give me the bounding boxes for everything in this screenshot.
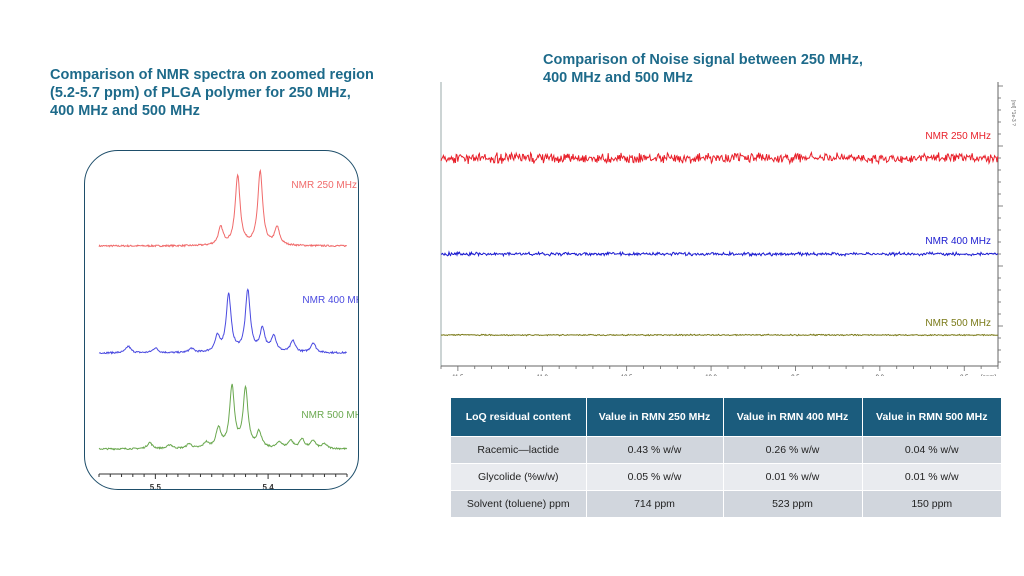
series-label: NMR 500 MHz	[925, 318, 991, 329]
nmr-spectrum-line	[98, 383, 348, 451]
x-axis-unit: [ppm]	[981, 375, 996, 376]
table-cell: Racemic—lactide	[451, 436, 587, 464]
x-tick-label: 11.5	[452, 375, 464, 376]
table-header-row: LoQ residual content Value in RMN 250 MH…	[451, 398, 1001, 437]
table-cell: 150 ppm	[862, 490, 1001, 517]
nmr-spectra-chart: NMR 250 MHz NMR 400 MHz NMR 500 MHz 5.5 5.4	[98, 168, 359, 490]
table-cell: Glycolide (%w/w)	[451, 463, 587, 491]
x-tick-label: 11.0	[537, 375, 549, 376]
series-label: NMR 250 MHz	[925, 131, 991, 142]
table-header-cell: Value in RMN 500 MHz	[862, 398, 1001, 437]
nmr-spectrum-line	[98, 168, 348, 248]
x-tick-label: 9.5	[791, 375, 800, 376]
x-tick-label: 5.4	[263, 483, 275, 490]
x-tick-label: 10.5	[621, 375, 633, 376]
series-label: NMR 400 MHz	[302, 295, 359, 306]
nmr-spectrum-line	[98, 288, 347, 355]
x-tick-label: 9.0	[876, 375, 885, 376]
table-header-cell: Value in RMN 400 MHz	[723, 398, 863, 437]
nmr-spectra-panel: NMR 250 MHz NMR 400 MHz NMR 500 MHz 5.5 5.4	[84, 150, 359, 490]
series-label: NMR 250 MHz	[291, 180, 357, 191]
nmr-spectra-title: Comparison of NMR spectra on zoomed regi…	[50, 66, 374, 120]
table-cell: 0.43 % w/w	[586, 436, 724, 464]
table-cell: 0.01 % w/w	[723, 463, 863, 491]
noise-signal-chart: [rel] *1e-3 ? 11.5 11.0 10.5 10.0 9.5 9.0 8.5 [p…	[440, 82, 1016, 376]
table-cell: Solvent (toluene) ppm	[451, 490, 587, 517]
table-cell: 714 ppm	[586, 490, 724, 517]
table-header-cell: LoQ residual content	[451, 398, 587, 437]
table-cell: 523 ppm	[723, 490, 863, 517]
table-row: Glycolide (%w/w) 0.05 % w/w 0.01 % w/w 0…	[451, 463, 1001, 491]
noise-trace-line	[440, 150, 999, 166]
table-row: Racemic—lactide 0.43 % w/w 0.26 % w/w 0.…	[451, 436, 1001, 464]
table-cell: 0.01 % w/w	[862, 463, 1001, 491]
table-row: Solvent (toluene) ppm 714 ppm 523 ppm 15…	[451, 490, 1001, 517]
series-label: NMR 400 MHz	[925, 236, 991, 247]
title-line: Comparison of Noise signal between 250 M…	[543, 52, 863, 68]
table-cell: 0.04 % w/w	[862, 436, 1001, 464]
x-tick-label: 8.5	[960, 375, 969, 376]
y-axis-label: [rel] *1e-3 ?	[1010, 100, 1016, 126]
title-line: 400 MHz and 500 MHz	[50, 103, 200, 119]
series-label: NMR 500 MHz	[301, 410, 359, 421]
title-line: Comparison of NMR spectra on zoomed regi…	[50, 67, 374, 83]
title-line: (5.2-5.7 ppm) of PLGA polymer for 250 MH…	[50, 85, 351, 101]
table-cell: 0.26 % w/w	[723, 436, 863, 464]
x-tick-label: 5.5	[150, 483, 162, 490]
loq-residual-table: LoQ residual content Value in RMN 250 MH…	[451, 398, 1001, 517]
table-cell: 0.05 % w/w	[586, 463, 724, 491]
noise-signal-title: Comparison of Noise signal between 250 M…	[543, 51, 863, 87]
noise-trace-line	[440, 250, 999, 258]
title-line: 400 MHz and 500 MHz	[543, 70, 693, 86]
noise-trace-line	[440, 333, 998, 337]
x-tick-label: 10.0	[705, 375, 717, 376]
table-header-cell: Value in RMN 250 MHz	[586, 398, 724, 437]
